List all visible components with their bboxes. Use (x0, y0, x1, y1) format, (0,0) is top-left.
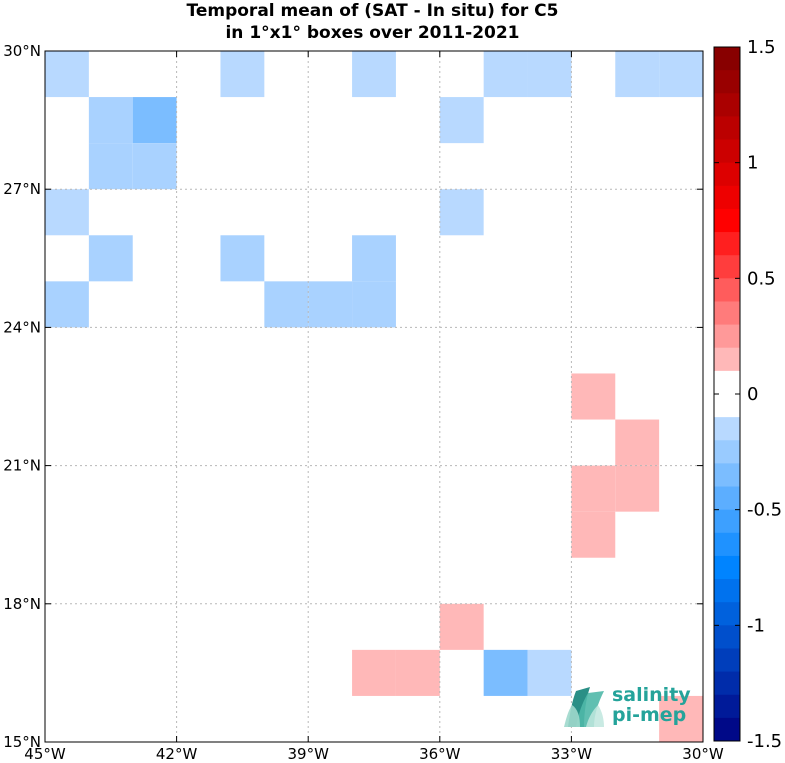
colorbar-segment (714, 625, 740, 649)
heatmap-cell (439, 189, 484, 236)
colorbar-segment (714, 162, 740, 187)
colorbar-segment (714, 139, 740, 164)
y-tick-label: 18°N (3, 595, 41, 613)
logo-text-pimep: pi-mep (612, 704, 687, 726)
colorbar-tick-label: 0 (747, 384, 758, 405)
x-tick-label: 45°W (24, 745, 66, 763)
heatmap-cell (88, 97, 133, 144)
salinity-pi-mep-logo: salinity pi-mep (560, 683, 700, 731)
y-tick-label: 15°N (3, 733, 41, 751)
colorbar-segment (714, 278, 740, 302)
heatmap-cell (659, 695, 703, 742)
heatmap-cell (615, 419, 660, 466)
heatmap-cell (615, 465, 660, 512)
heatmap-cell (615, 51, 660, 98)
colorbar-segment (714, 486, 740, 511)
x-tick-label: 30°W (682, 745, 724, 763)
heatmap-cell (352, 649, 396, 696)
heatmap-cell (45, 189, 89, 236)
heatmap-cell (45, 281, 89, 328)
heatmap-cell (132, 97, 177, 144)
colorbar-segment (714, 394, 740, 418)
colorbar-segment (714, 301, 740, 326)
heatmap-cell (88, 143, 133, 190)
x-tick-label: 39°W (287, 745, 329, 763)
colorbar-segment (714, 579, 740, 603)
colorbar-segment (714, 232, 740, 256)
heatmap-cell (571, 373, 616, 420)
colorbar-segment (714, 602, 740, 626)
colorbar-segment (714, 555, 740, 580)
chart-title-block: Temporal mean of (SAT - In situ) for C5 … (0, 0, 745, 44)
colorbar-tick-label: 0.5 (747, 268, 776, 289)
heatmap-cell (527, 649, 572, 696)
colorbar-segment (714, 347, 740, 372)
heatmap-cell (264, 281, 309, 328)
colorbar-tick-label: -1.5 (747, 731, 782, 752)
heatmap-cell (352, 235, 396, 282)
heatmap-cell (527, 51, 572, 98)
colorbar-segment (714, 671, 740, 696)
colorbar-segment (714, 417, 740, 441)
y-tick-label: 30°N (3, 42, 41, 60)
colorbar-segment (714, 532, 740, 557)
colorbar-tick-label: -0.5 (747, 500, 782, 521)
heatmap-cell (395, 649, 440, 696)
heatmap-cell (483, 51, 528, 98)
colorbar-segment (714, 93, 740, 117)
heatmap-cell (352, 281, 396, 328)
heatmap-cell (483, 649, 528, 696)
heatmap-cell (220, 51, 265, 98)
colorbar-segment (714, 324, 740, 349)
heatmap-cell (352, 51, 396, 98)
chart-subtitle: in 1°x1° boxes over 2011-2021 (225, 23, 520, 43)
colorbar-segment (714, 717, 740, 742)
heatmap-cell (439, 97, 484, 144)
x-tick-label: 42°W (156, 745, 198, 763)
heatmap-cell (439, 603, 484, 650)
colorbar-segment (714, 208, 740, 233)
heatmap-cell (132, 143, 177, 190)
colorbar-segment (714, 116, 740, 141)
heatmap-cell (571, 511, 616, 558)
logo-text-salinity: salinity (612, 684, 691, 706)
chart-title: Temporal mean of (SAT - In situ) for C5 (186, 1, 559, 21)
colorbar-segment (714, 255, 740, 279)
y-tick-label: 24°N (3, 318, 41, 336)
heatmap-cell (659, 51, 703, 98)
plot-frame (44, 50, 704, 743)
colorbar-segment (714, 70, 740, 94)
x-tick-label: 33°W (551, 745, 593, 763)
colorbar-segment (714, 509, 740, 534)
colorbar-segment (714, 463, 740, 488)
colorbar-segment (714, 47, 740, 71)
y-tick-label: 21°N (3, 457, 41, 475)
colorbar-segment (714, 370, 740, 395)
heatmap-cell (45, 51, 89, 98)
heatmap-cell (308, 281, 353, 328)
colorbar-segment (714, 694, 740, 719)
colorbar-tick-label: 1.5 (747, 37, 776, 58)
heatmap-cell (571, 465, 616, 512)
colorbar-segment (714, 185, 740, 210)
colorbar-tick-label: 1 (747, 153, 758, 174)
colorbar-segment (714, 648, 740, 673)
wave-logo-icon (564, 687, 604, 727)
heatmap-cell (88, 235, 133, 282)
x-tick-label: 36°W (419, 745, 461, 763)
y-tick-label: 27°N (3, 180, 41, 198)
colorbar-segment (714, 440, 740, 464)
colorbar-tick-label: -1 (747, 615, 765, 636)
heatmap-cell (220, 235, 265, 282)
